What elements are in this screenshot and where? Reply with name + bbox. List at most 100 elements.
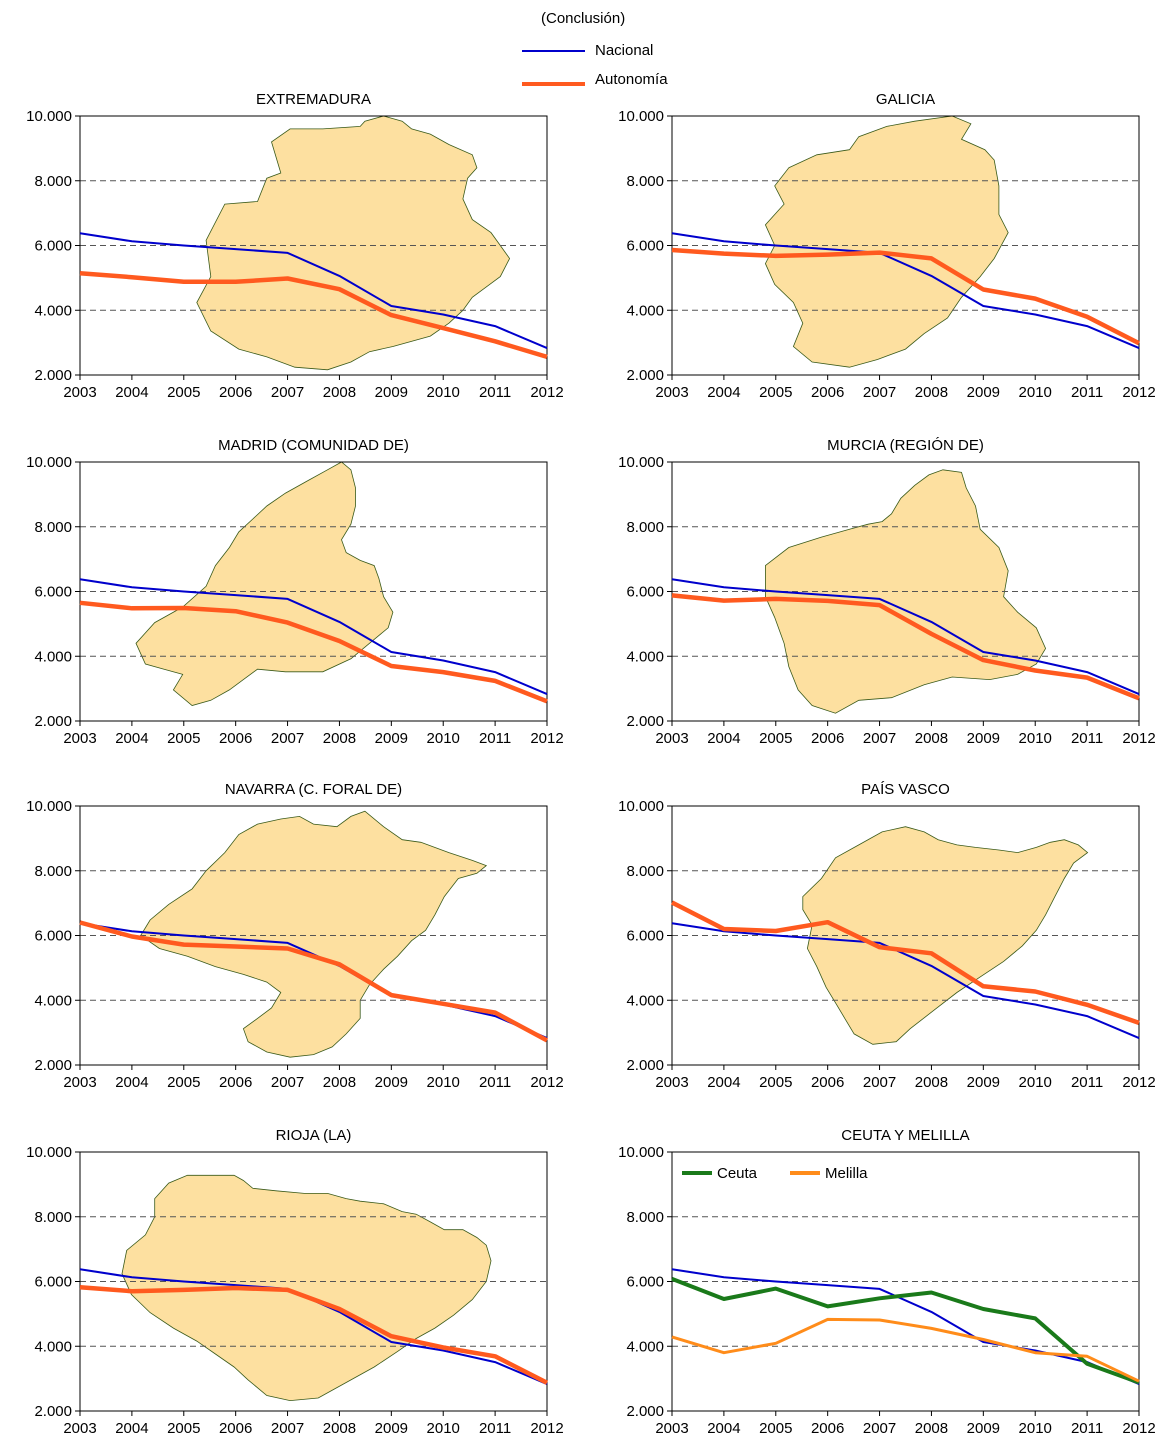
chart-panel-2: 2.000 4.000 6.000 8.000 10.000 2003 2004 2005 20… bbox=[618, 91, 1156, 401]
series-line-nacional bbox=[79, 578, 548, 696]
figure-subtitle: (Conclusión) bbox=[541, 10, 626, 27]
y-tick-label: 8.000 bbox=[34, 1209, 72, 1226]
x-tick-label: 2008 bbox=[323, 730, 356, 747]
y-tick-label: 8.000 bbox=[34, 173, 72, 190]
x-tick-label: 2006 bbox=[219, 730, 252, 747]
x-tick-label: 2005 bbox=[167, 384, 200, 401]
chart-title: RIOJA (LA) bbox=[276, 1127, 352, 1144]
x-tick-label: 2008 bbox=[323, 1074, 356, 1091]
region-map-shape bbox=[121, 1174, 492, 1402]
x-tick-label: 2006 bbox=[219, 1420, 252, 1437]
series-line-autonomia bbox=[670, 900, 1140, 1026]
legend-ceuta-label: Ceuta bbox=[717, 1165, 758, 1182]
x-tick-label: 2010 bbox=[1019, 384, 1052, 401]
x-tick-label: 2009 bbox=[967, 384, 1000, 401]
x-tick-label: 2010 bbox=[1019, 1074, 1052, 1091]
x-tick-label: 2004 bbox=[707, 730, 740, 747]
y-tick-label: 10.000 bbox=[26, 454, 72, 471]
x-tick-label: 2010 bbox=[1019, 730, 1052, 747]
x-tick-label: 2004 bbox=[115, 384, 148, 401]
x-tick-label: 2008 bbox=[915, 1074, 948, 1091]
y-tick-label: 4.000 bbox=[34, 992, 72, 1009]
x-tick-label: 2007 bbox=[863, 384, 896, 401]
y-tick-label: 4.000 bbox=[626, 1338, 664, 1355]
x-tick-label: 2012 bbox=[530, 1420, 563, 1437]
x-tick-label: 2007 bbox=[863, 1420, 896, 1437]
x-tick-label: 2010 bbox=[1019, 1420, 1052, 1437]
y-tick-label: 8.000 bbox=[626, 519, 664, 536]
series-line-autonomia bbox=[79, 600, 548, 704]
x-tick-label: 2006 bbox=[219, 1074, 252, 1091]
y-tick-label: 10.000 bbox=[26, 1144, 72, 1161]
x-tick-label: 2008 bbox=[915, 1420, 948, 1437]
y-tick-label: 6.000 bbox=[34, 1274, 72, 1291]
region-map-shape bbox=[140, 810, 488, 1058]
x-tick-label: 2003 bbox=[63, 1420, 96, 1437]
x-tick-label: 2011 bbox=[479, 730, 511, 747]
y-tick-label: 4.000 bbox=[34, 1338, 72, 1355]
chart-title: MADRID (COMUNIDAD DE) bbox=[218, 437, 409, 454]
y-tick-label: 6.000 bbox=[34, 584, 72, 601]
x-tick-label: 2004 bbox=[707, 1074, 740, 1091]
y-tick-label: 10.000 bbox=[618, 1144, 664, 1161]
x-tick-label: 2007 bbox=[271, 1420, 304, 1437]
y-tick-label: 10.000 bbox=[26, 798, 72, 815]
x-tick-label: 2004 bbox=[115, 1420, 148, 1437]
region-map-shape bbox=[764, 115, 1009, 368]
x-tick-label: 2012 bbox=[1122, 730, 1155, 747]
x-tick-label: 2004 bbox=[707, 384, 740, 401]
chart-panel-4: 2.000 4.000 6.000 8.000 10.000 2003 2004 2005 20… bbox=[618, 437, 1156, 747]
series-line-autonomia bbox=[79, 271, 548, 360]
x-tick-label: 2008 bbox=[915, 384, 948, 401]
x-tick-label: 2003 bbox=[655, 1074, 688, 1091]
y-tick-label: 6.000 bbox=[34, 238, 72, 255]
y-tick-label: 2.000 bbox=[34, 713, 72, 730]
x-tick-label: 2004 bbox=[707, 1420, 740, 1437]
chart-panel-3: 2.000 4.000 6.000 8.000 10.000 2003 2004 2005 20… bbox=[26, 437, 564, 747]
x-tick-label: 2008 bbox=[915, 730, 948, 747]
y-tick-label: 4.000 bbox=[626, 648, 664, 665]
y-tick-label: 2.000 bbox=[626, 1057, 664, 1074]
legend-national-swatch bbox=[522, 50, 585, 52]
y-tick-label: 4.000 bbox=[34, 648, 72, 665]
chart-title: EXTREMADURA bbox=[256, 91, 371, 108]
y-tick-label: 2.000 bbox=[34, 1403, 72, 1420]
chart-panel-5: 2.000 4.000 6.000 8.000 10.000 2003 2004 2005 20… bbox=[26, 781, 564, 1091]
x-tick-label: 2009 bbox=[375, 730, 408, 747]
series-line-nacional bbox=[79, 232, 548, 350]
chart-title: CEUTA Y MELILLA bbox=[841, 1127, 969, 1144]
x-tick-label: 2007 bbox=[271, 730, 304, 747]
x-tick-label: 2009 bbox=[375, 1420, 408, 1437]
x-tick-label: 2012 bbox=[530, 730, 563, 747]
y-tick-label: 2.000 bbox=[34, 1057, 72, 1074]
legend-regional-label: Autonomía bbox=[595, 71, 668, 88]
series-line-nacional bbox=[671, 922, 1140, 1040]
region-map-shape bbox=[135, 461, 394, 706]
y-tick-label: 6.000 bbox=[626, 1274, 664, 1291]
x-tick-label: 2005 bbox=[759, 1420, 792, 1437]
y-tick-label: 4.000 bbox=[34, 302, 72, 319]
y-tick-label: 8.000 bbox=[626, 1209, 664, 1226]
y-tick-label: 8.000 bbox=[34, 519, 72, 536]
x-tick-label: 2003 bbox=[655, 730, 688, 747]
x-tick-label: 2009 bbox=[375, 1074, 408, 1091]
y-tick-label: 6.000 bbox=[626, 238, 664, 255]
chart-title: NAVARRA (C. FORAL DE) bbox=[225, 781, 402, 798]
x-tick-label: 2006 bbox=[811, 1074, 844, 1091]
y-tick-label: 10.000 bbox=[26, 108, 72, 125]
y-tick-label: 10.000 bbox=[618, 108, 664, 125]
x-tick-label: 2011 bbox=[479, 1074, 511, 1091]
x-tick-label: 2003 bbox=[63, 384, 96, 401]
x-tick-label: 2006 bbox=[219, 384, 252, 401]
series-line-nacional bbox=[671, 232, 1140, 350]
x-tick-label: 2010 bbox=[427, 1420, 460, 1437]
x-tick-label: 2003 bbox=[655, 1420, 688, 1437]
series-line-nacional bbox=[671, 1268, 1140, 1386]
y-tick-label: 8.000 bbox=[34, 863, 72, 880]
series-line-autonomia bbox=[79, 1285, 549, 1385]
y-tick-label: 2.000 bbox=[626, 1403, 664, 1420]
legend-melilla-label: Melilla bbox=[825, 1165, 868, 1182]
x-tick-label: 2006 bbox=[811, 1420, 844, 1437]
x-tick-label: 2005 bbox=[759, 384, 792, 401]
